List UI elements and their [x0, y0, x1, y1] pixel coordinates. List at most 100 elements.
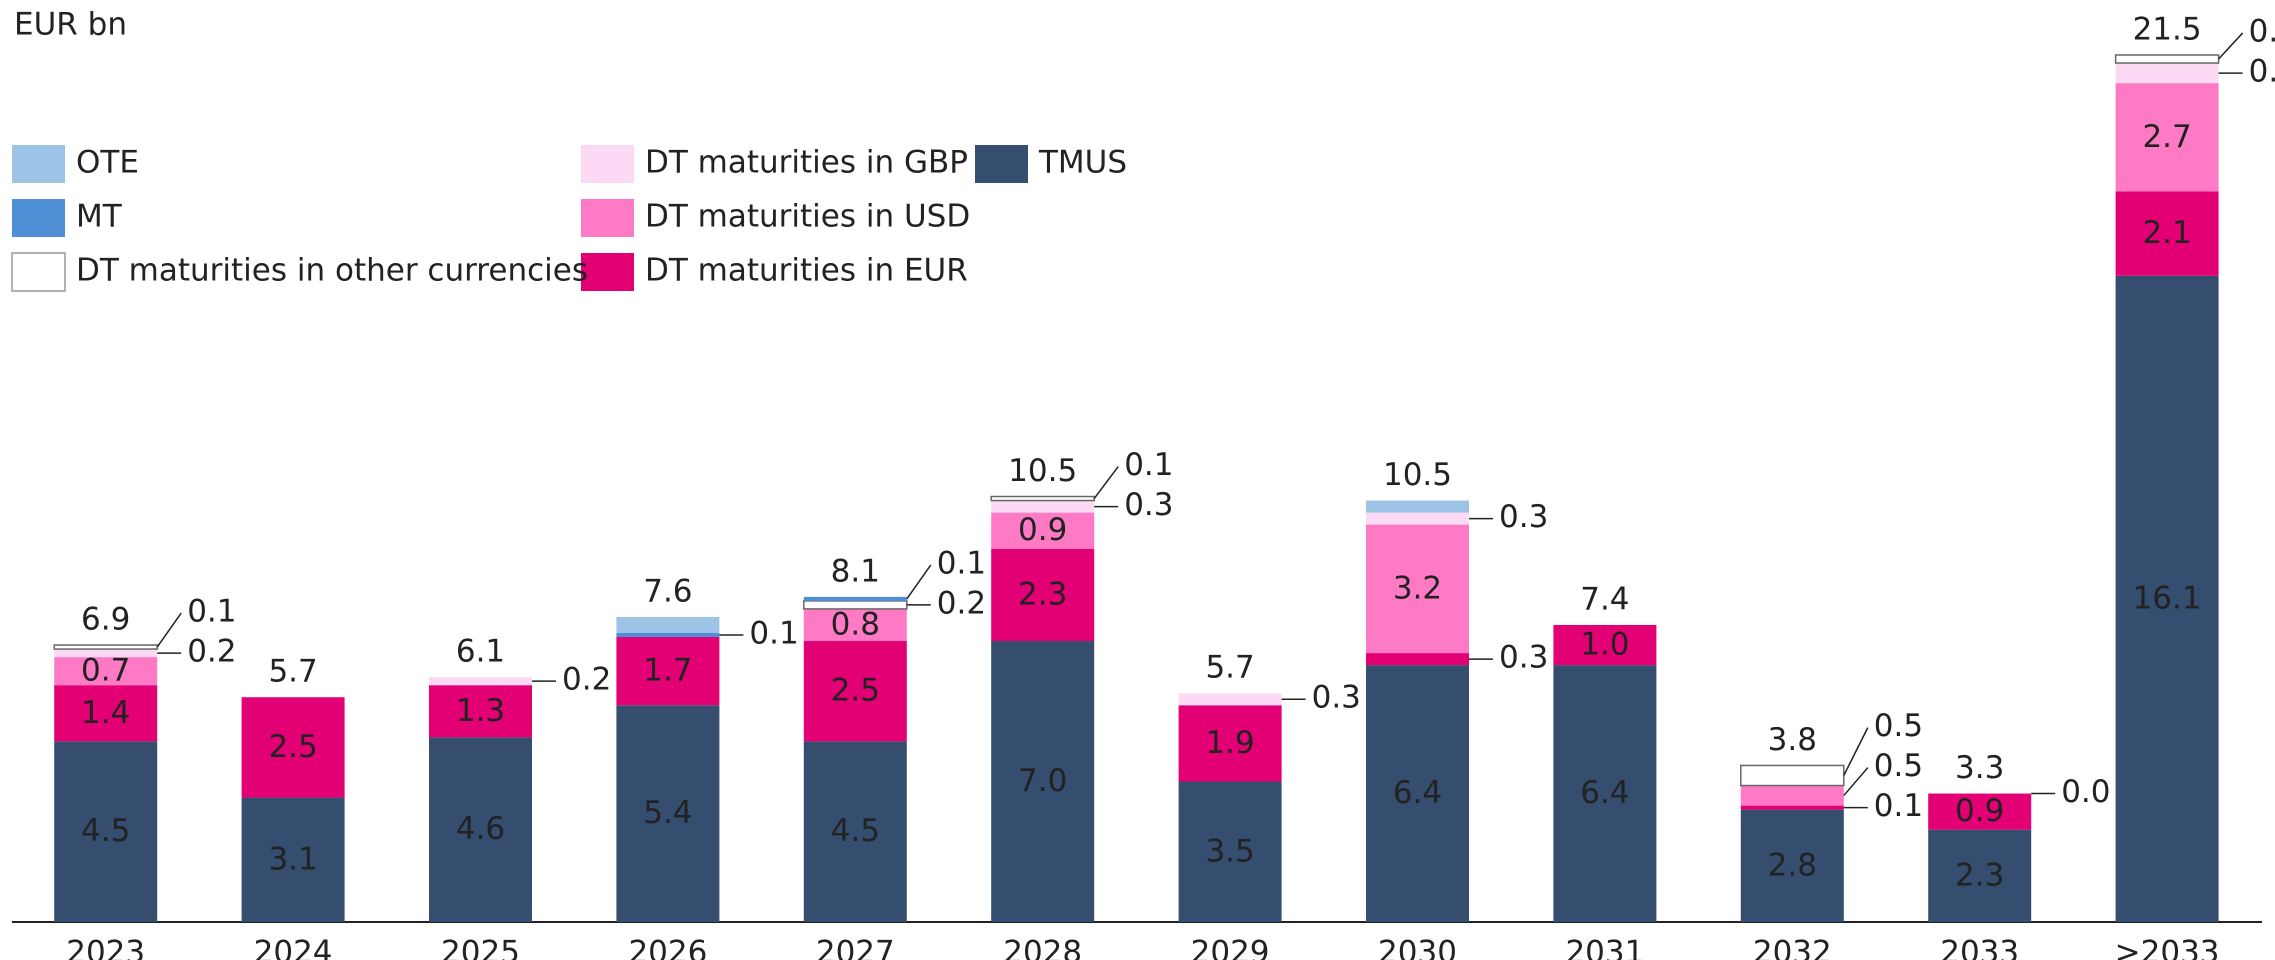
- bar-segment: [1366, 500, 1469, 513]
- leader-line: [1093, 466, 1119, 499]
- leader-line: [1843, 767, 1869, 797]
- bar-segment: [2114, 54, 2220, 64]
- data-label: 5.4: [643, 795, 692, 831]
- x-tick-label: 2032: [1753, 935, 1832, 960]
- bar-segment: [1366, 512, 1469, 525]
- bar-segment: [616, 705, 720, 922]
- bar-segment: [2115, 275, 2219, 922]
- data-label: 0.1: [187, 594, 236, 630]
- data-label: 3.2: [1393, 570, 1442, 606]
- bar-segment: [54, 685, 158, 742]
- x-tick-label: 2025: [441, 935, 520, 960]
- leader-line: [906, 564, 932, 600]
- bar-segment: [54, 649, 158, 658]
- data-label: 0.5: [1874, 708, 1923, 744]
- total-label: 6.1: [456, 634, 505, 670]
- leader-line: [1843, 727, 1869, 776]
- data-label: 6.4: [1580, 775, 1629, 811]
- bar-segment: [1740, 805, 1844, 810]
- data-label: 0.1: [1874, 788, 1923, 824]
- data-label: 0.2: [562, 662, 611, 698]
- data-label: 2.8: [1768, 847, 1817, 883]
- data-label: 0.5: [1874, 748, 1923, 784]
- bar-segment: [991, 548, 1095, 642]
- data-label: 4.5: [831, 813, 880, 849]
- bar-segment: [1366, 665, 1469, 922]
- bar-segment: [429, 685, 532, 738]
- data-label: 1.7: [643, 653, 692, 689]
- data-label: 3.5: [1205, 833, 1254, 869]
- x-tick-label: 2029: [1191, 935, 1270, 960]
- total-label: 10.5: [1008, 453, 1077, 489]
- bar-segment: [429, 677, 532, 686]
- bar-segment: [1366, 524, 1469, 654]
- chart-title: EUR bn: [14, 7, 127, 43]
- legend-label: TMUS: [1038, 145, 1127, 181]
- legend-swatch: [581, 145, 634, 183]
- x-tick-label: 2023: [66, 935, 145, 960]
- bar-segment: [1928, 829, 2032, 922]
- bar-segment: [1740, 809, 1844, 922]
- data-label: 0.8: [831, 606, 880, 642]
- x-tick-label: 2027: [816, 935, 895, 960]
- legend-swatch: [581, 253, 634, 291]
- data-label: 3.1: [268, 841, 317, 877]
- legend-swatch: [975, 145, 1028, 183]
- bar-segment: [1740, 764, 1845, 787]
- bar-segment: [991, 500, 1095, 513]
- bar-segment: [803, 641, 907, 742]
- bar-segment: [990, 495, 1095, 502]
- legend-swatch: [11, 252, 66, 292]
- bar-segment: [2115, 63, 2219, 84]
- bar-segment: [1178, 781, 1282, 922]
- data-label: 0.5: [2249, 54, 2275, 90]
- data-label: 0.2: [2249, 14, 2275, 50]
- data-label: 2.5: [268, 729, 317, 765]
- data-label: 0.3: [1312, 680, 1361, 716]
- total-label: 7.4: [1580, 581, 1629, 617]
- x-tick-label: 2031: [1565, 935, 1644, 960]
- bar-segment: [991, 641, 1095, 922]
- legend-swatch: [12, 145, 65, 183]
- legend-swatch: [12, 199, 65, 237]
- total-label: 3.3: [1955, 750, 2004, 786]
- bar-segment: [1553, 665, 1657, 922]
- data-label: 0.2: [937, 585, 986, 621]
- bar-segment: [241, 797, 345, 922]
- bar-segment: [1740, 785, 1844, 806]
- bar-segment: [54, 741, 158, 922]
- data-label: 4.6: [456, 811, 505, 847]
- data-label: 0.9: [1955, 793, 2004, 829]
- bar-segment: [991, 512, 1095, 549]
- legend-swatch: [581, 199, 634, 237]
- bar-segment: [1366, 653, 1469, 666]
- legend-label: OTE: [76, 145, 139, 181]
- x-tick-label: 2033: [1940, 935, 2019, 960]
- bar-segment: [1553, 624, 1657, 666]
- data-label: 2.7: [2142, 119, 2191, 155]
- total-label: 10.5: [1383, 457, 1452, 493]
- data-label: 0.2: [187, 634, 236, 670]
- data-label: 0.1: [937, 545, 986, 581]
- bar-segment: [429, 737, 532, 922]
- bar-segment: [803, 600, 908, 610]
- x-tick-label: 2024: [254, 935, 333, 960]
- total-label: 7.6: [643, 573, 692, 609]
- data-label: 0.1: [1124, 447, 1173, 483]
- legend-label: MT: [76, 199, 123, 235]
- data-label: 1.4: [81, 695, 130, 731]
- bar-segment: [53, 644, 158, 650]
- data-label: 4.5: [81, 813, 130, 849]
- data-label: 0.3: [1124, 487, 1173, 523]
- total-label: 6.9: [81, 602, 130, 638]
- bar-segment: [1928, 793, 2032, 830]
- bar-segment: [616, 633, 720, 638]
- x-tick-label: 2028: [1003, 935, 1082, 960]
- data-label: 0.7: [81, 653, 130, 689]
- bar-segment: [803, 608, 907, 642]
- x-tick-label: 2030: [1378, 935, 1457, 960]
- data-label: 1.9: [1205, 725, 1254, 761]
- data-label: 1.3: [456, 693, 505, 729]
- bar-segment: [1178, 693, 1282, 706]
